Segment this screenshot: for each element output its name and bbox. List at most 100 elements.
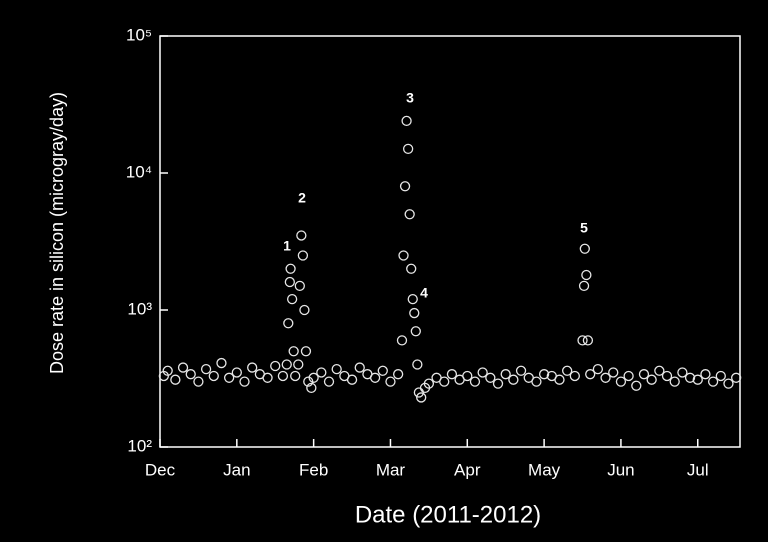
data-point: [297, 250, 309, 261]
data-point: [185, 369, 196, 380]
data-point: [715, 370, 726, 382]
data-point: [554, 374, 565, 385]
data-point: [581, 269, 592, 281]
data-point: [654, 365, 665, 376]
data-point: [294, 280, 305, 292]
data-point: [615, 376, 627, 387]
data-point: [577, 335, 588, 346]
data-point: [354, 362, 365, 373]
data-point: [283, 318, 294, 329]
data-point: [377, 365, 388, 376]
data-point: [286, 294, 298, 305]
x-tick-label: Feb: [299, 460, 328, 479]
data-point: [262, 372, 273, 383]
data-point: [623, 370, 634, 382]
x-tick-label: Dec: [145, 460, 176, 479]
y-tick-label: 10²: [127, 436, 152, 455]
x-tick-label: Jan: [223, 460, 250, 479]
data-point: [406, 263, 417, 274]
data-point: [515, 365, 527, 376]
data-point: [531, 376, 542, 387]
data-point: [646, 374, 657, 385]
data-point: [369, 372, 381, 383]
data-point: [308, 372, 319, 383]
data-point: [331, 364, 342, 375]
data-point: [293, 359, 304, 370]
data-point: [299, 304, 310, 316]
event-label: 3: [406, 90, 414, 106]
data-point: [412, 359, 423, 370]
data-point: [402, 143, 414, 155]
data-point: [485, 372, 496, 383]
data-point: [723, 378, 734, 389]
x-tick-label: Apr: [454, 460, 481, 479]
data-point: [731, 372, 742, 383]
data-point: [579, 243, 590, 254]
data-point: [162, 365, 173, 376]
data-point: [500, 369, 511, 380]
data-point: [223, 372, 235, 383]
data-point: [300, 346, 312, 357]
event-label: 5: [580, 220, 588, 236]
data-point: [669, 376, 680, 387]
x-tick-label: Mar: [376, 460, 406, 479]
data-point: [477, 367, 488, 378]
data-point: [410, 326, 421, 337]
x-tick-label: Jun: [607, 460, 634, 479]
data-point: [469, 376, 481, 387]
data-point: [508, 374, 519, 385]
x-tick-label: Jul: [687, 460, 709, 479]
data-point: [582, 335, 594, 346]
data-point: [270, 360, 281, 372]
data-point: [562, 365, 573, 376]
data-point: [462, 370, 473, 382]
data-point: [638, 369, 650, 380]
data-point: [239, 376, 250, 387]
data-point: [692, 374, 703, 385]
data-point: [284, 276, 295, 288]
data-point: [281, 359, 292, 370]
data-point: [316, 367, 327, 378]
y-axis-label: Dose rate in silicon (microgray/day): [47, 92, 67, 374]
event-label: 4: [420, 285, 428, 301]
data-point: [684, 372, 696, 383]
x-tick-label: May: [528, 460, 561, 479]
y-tick-label: 10⁵: [126, 25, 152, 44]
data-point: [404, 209, 415, 220]
data-point: [170, 374, 181, 385]
data-point: [216, 357, 227, 369]
data-point: [407, 294, 418, 305]
data-point: [200, 364, 212, 375]
event-label: 2: [298, 190, 306, 206]
data-point: [398, 250, 409, 261]
data-point: [392, 369, 404, 380]
data-point: [177, 362, 189, 373]
data-point: [306, 382, 317, 394]
data-point: [439, 376, 450, 387]
event-label: 1: [283, 238, 291, 254]
data-point: [385, 376, 396, 387]
data-point: [423, 378, 435, 389]
data-point: [538, 369, 550, 380]
x-axis-label: Date (2011-2012): [355, 501, 541, 528]
data-point: [492, 378, 504, 389]
data-point: [569, 370, 580, 382]
data-point: [290, 370, 301, 382]
data-point: [247, 362, 258, 373]
data-point: [323, 376, 335, 387]
data-point: [631, 380, 642, 391]
data-point: [446, 369, 458, 380]
data-point: [661, 370, 673, 382]
data-point: [208, 370, 219, 382]
data-point: [600, 372, 611, 383]
data-point: [592, 364, 604, 375]
data-point: [288, 346, 299, 357]
data-point: [399, 181, 411, 192]
data-point: [277, 370, 289, 382]
data-point: [700, 369, 711, 380]
data-point: [677, 367, 688, 378]
data-point: [578, 280, 590, 292]
data-point: [285, 263, 296, 274]
data-point: [416, 392, 427, 403]
